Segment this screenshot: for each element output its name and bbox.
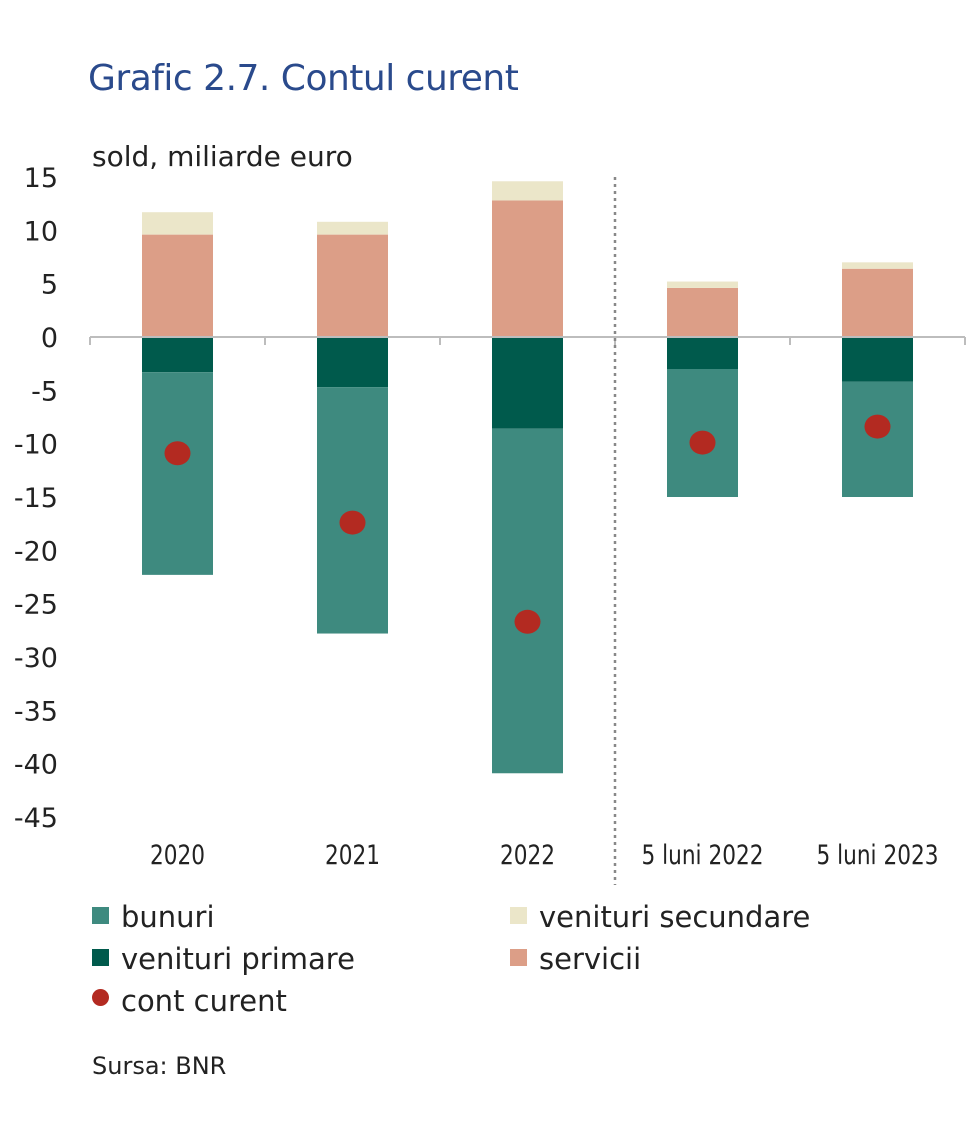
cont-curent-point — [339, 510, 366, 535]
y-axis-unit-label: sold, miliarde euro — [92, 140, 353, 173]
legend-label-venituri-secundare: venituri secundare — [539, 900, 811, 934]
x-category-label: 5 luni 2023 — [817, 840, 939, 871]
legend-item-venituri-primare: venituri primare — [92, 942, 355, 976]
current-account-points — [164, 414, 891, 634]
legend-item-bunuri: bunuri — [92, 900, 215, 934]
x-category-label: 2020 — [150, 840, 205, 871]
bar-servicii — [492, 200, 563, 337]
bar-servicii — [842, 268, 913, 337]
legend-label-cont-curent: cont curent — [121, 984, 287, 1018]
legend-label-venituri-primare: venituri primare — [121, 942, 355, 976]
y-tick-label: -35 — [14, 696, 58, 727]
servicii-swatch — [510, 949, 527, 966]
bar-bunuri — [842, 381, 913, 497]
y-axis-ticks: 15 10 5 0 -5 -10 -15 -20 -25 -30 -35 -40 -45 — [14, 163, 58, 834]
bar-bunuri — [142, 372, 213, 575]
y-tick-label: -10 — [14, 430, 58, 461]
bar-venituri-secundare — [142, 212, 213, 235]
source-note: Sursa: BNR — [92, 1052, 227, 1080]
y-tick-label: 5 — [41, 270, 58, 301]
y-tick-label: -20 — [14, 536, 58, 567]
y-tick-label: 0 — [41, 323, 58, 354]
y-tick-label: -25 — [14, 590, 58, 621]
cont-curent-point — [689, 430, 716, 455]
bar-venituri-primare — [317, 337, 388, 388]
bar-venituri-primare — [492, 337, 563, 429]
bar-bunuri — [317, 387, 388, 634]
y-tick-label: 15 — [24, 163, 58, 194]
cont-curent-point — [514, 609, 541, 634]
bar-servicii — [142, 234, 213, 337]
legend-label-bunuri: bunuri — [121, 900, 215, 934]
bars — [142, 181, 913, 774]
venituri-secundare-swatch — [510, 907, 527, 924]
legend-item-servicii: servicii — [510, 942, 641, 976]
venituri-primare-swatch — [92, 949, 109, 966]
chart-title: Grafic 2.7. Contul curent — [88, 58, 519, 99]
legend-label-servicii: servicii — [539, 942, 642, 976]
legend-item-venituri-secundare: venituri secundare — [510, 900, 810, 934]
legend-item-cont-curent: cont curent — [92, 984, 287, 1018]
x-category-label: 5 luni 2022 — [642, 840, 764, 871]
bar-venituri-primare — [142, 337, 213, 373]
bar-servicii — [667, 287, 738, 337]
y-tick-label: -5 — [31, 376, 58, 407]
bunuri-swatch — [92, 907, 109, 924]
x-axis-labels: 2020 2021 2022 5 luni 2022 5 luni 2023 — [150, 840, 939, 871]
bar-bunuri — [492, 428, 563, 774]
x-category-label: 2021 — [325, 840, 380, 871]
x-category-label: 2022 — [500, 840, 555, 871]
cont-curent-point — [864, 414, 891, 439]
bar-venituri-secundare — [842, 262, 913, 269]
bar-venituri-secundare — [317, 221, 388, 235]
y-tick-label: -45 — [14, 803, 58, 834]
y-tick-label: -30 — [14, 643, 58, 674]
y-tick-label: -40 — [14, 750, 58, 781]
y-tick-label: -15 — [14, 483, 58, 514]
axes — [89, 177, 966, 885]
y-tick-label: 10 — [24, 216, 58, 247]
cont-curent-point — [164, 441, 191, 466]
bar-venituri-secundare — [667, 281, 738, 288]
cont-curent-marker — [92, 989, 109, 1006]
bar-venituri-secundare — [492, 181, 563, 201]
bar-servicii — [317, 234, 388, 337]
bar-venituri-primare — [667, 337, 738, 369]
bar-venituri-primare — [842, 337, 913, 382]
